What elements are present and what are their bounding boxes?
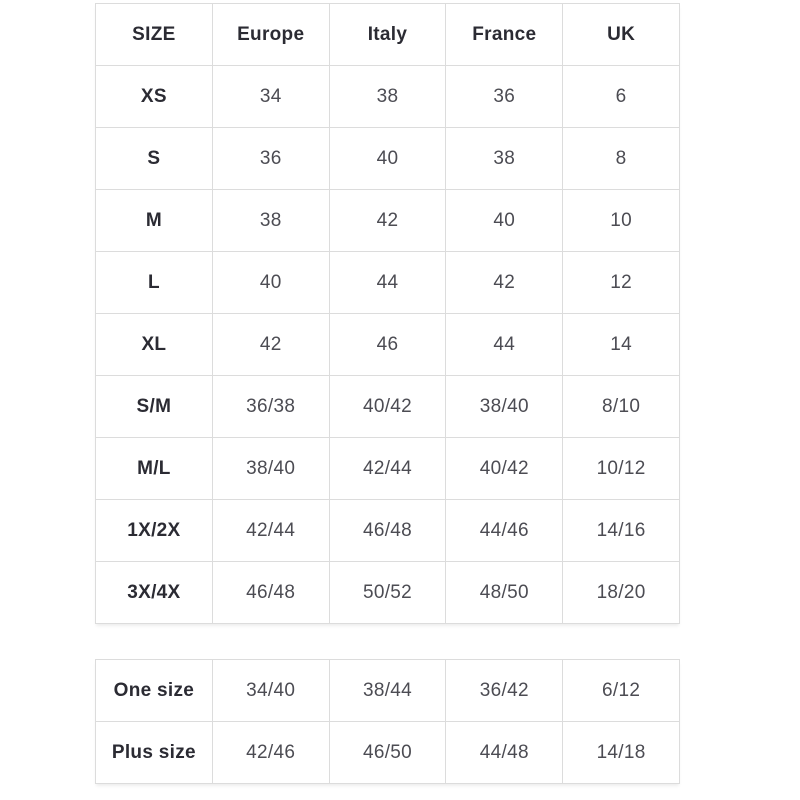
row-label: XS [95, 65, 213, 128]
table-row: One size 34/40 38/44 36/42 6/12 [95, 659, 680, 722]
table-row: M/L 38/40 42/44 40/42 10/12 [95, 437, 680, 500]
size-value-cell: 36/38 [211, 375, 330, 438]
row-label: One size [95, 659, 213, 722]
size-value-cell: 44 [328, 251, 447, 314]
size-value-cell: 34 [211, 65, 330, 128]
row-label: 1X/2X [95, 499, 213, 562]
size-value-cell: 38 [211, 189, 330, 252]
row-label: S/M [95, 375, 213, 438]
size-value-cell: 40/42 [328, 375, 447, 438]
size-value-cell: 18/20 [562, 561, 680, 624]
size-value-cell: 42 [445, 251, 564, 314]
size-chart-container: SIZE Europe Italy France UK XS 34 38 36 6 S 36 40 38… [95, 3, 680, 784]
row-label: L [95, 251, 213, 314]
table-row: M 38 42 40 10 [95, 189, 680, 252]
column-header-italy: Italy [328, 3, 447, 66]
size-conversion-table: SIZE Europe Italy France UK XS 34 38 36 6 S 36 40 38… [95, 3, 680, 624]
size-value-cell: 36/42 [445, 659, 564, 722]
size-value-cell: 38/44 [328, 659, 447, 722]
size-value-cell: 14/16 [562, 499, 680, 562]
size-value-cell: 12 [562, 251, 680, 314]
size-value-cell: 6/12 [562, 659, 680, 722]
special-sizes-table-body: One size 34/40 38/44 36/42 6/12 Plus size 42/4… [95, 659, 680, 784]
size-value-cell: 42/44 [328, 437, 447, 500]
size-value-cell: 44 [445, 313, 564, 376]
size-value-cell: 44/46 [445, 499, 564, 562]
size-value-cell: 34/40 [211, 659, 330, 722]
size-value-cell: 42/44 [211, 499, 330, 562]
table-row: XL 42 46 44 14 [95, 313, 680, 376]
size-value-cell: 44/48 [445, 721, 564, 784]
size-value-cell: 6 [562, 65, 680, 128]
size-conversion-table-body: XS 34 38 36 6 S 36 40 38 8 M 38 42 40 10 L 40 44 42 12 XL 42 4… [95, 65, 680, 624]
row-label: XL [95, 313, 213, 376]
column-header-france: France [445, 3, 564, 66]
size-conversion-table-header: SIZE Europe Italy France UK [95, 3, 680, 66]
table-row: XS 34 38 36 6 [95, 65, 680, 128]
size-value-cell: 40 [328, 127, 447, 190]
table-row: S/M 36/38 40/42 38/40 8/10 [95, 375, 680, 438]
size-value-cell: 36 [445, 65, 564, 128]
table-row: S 36 40 38 8 [95, 127, 680, 190]
size-value-cell: 40 [211, 251, 330, 314]
size-value-cell: 48/50 [445, 561, 564, 624]
size-value-cell: 46/48 [328, 499, 447, 562]
table-row: Plus size 42/46 46/50 44/48 14/18 [95, 721, 680, 784]
table-row: L 40 44 42 12 [95, 251, 680, 314]
table-row: 3X/4X 46/48 50/52 48/50 18/20 [95, 561, 680, 624]
row-label: M/L [95, 437, 213, 500]
column-header-europe: Europe [211, 3, 330, 66]
row-label: 3X/4X [95, 561, 213, 624]
size-value-cell: 38/40 [211, 437, 330, 500]
size-value-cell: 38/40 [445, 375, 564, 438]
row-label: S [95, 127, 213, 190]
size-value-cell: 46 [328, 313, 447, 376]
size-value-cell: 42/46 [211, 721, 330, 784]
row-label: M [95, 189, 213, 252]
size-value-cell: 8/10 [562, 375, 680, 438]
row-label: Plus size [95, 721, 213, 784]
size-value-cell: 46/50 [328, 721, 447, 784]
column-header-size: SIZE [95, 3, 213, 66]
size-value-cell: 40/42 [445, 437, 564, 500]
size-value-cell: 46/48 [211, 561, 330, 624]
table-row: 1X/2X 42/44 46/48 44/46 14/16 [95, 499, 680, 562]
size-value-cell: 36 [211, 127, 330, 190]
size-value-cell: 38 [328, 65, 447, 128]
size-value-cell: 40 [445, 189, 564, 252]
size-value-cell: 10/12 [562, 437, 680, 500]
size-value-cell: 10 [562, 189, 680, 252]
special-sizes-table: One size 34/40 38/44 36/42 6/12 Plus size 42/4… [95, 659, 680, 784]
size-value-cell: 8 [562, 127, 680, 190]
size-value-cell: 38 [445, 127, 564, 190]
size-value-cell: 14/18 [562, 721, 680, 784]
size-value-cell: 14 [562, 313, 680, 376]
column-header-uk: UK [562, 3, 680, 66]
header-row: SIZE Europe Italy France UK [95, 3, 680, 66]
size-value-cell: 50/52 [328, 561, 447, 624]
size-value-cell: 42 [211, 313, 330, 376]
size-value-cell: 42 [328, 189, 447, 252]
